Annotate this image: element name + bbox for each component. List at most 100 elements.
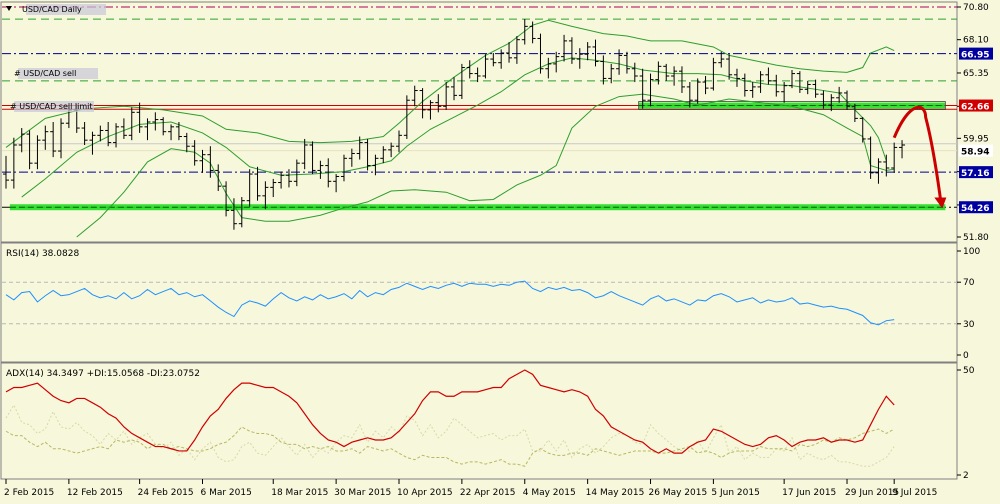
price-axis-label: 51.80 xyxy=(963,233,989,243)
ohlc-bar xyxy=(34,135,41,170)
price-axis-label: 68.10 xyxy=(963,36,989,46)
price-label-box xyxy=(959,99,993,112)
ohlc-bar xyxy=(152,112,159,131)
ohlc-bar xyxy=(230,198,237,230)
ohlc-bar xyxy=(702,76,709,95)
ohlc-bar xyxy=(474,67,481,83)
ohlc-bar xyxy=(513,36,520,64)
ohlc-bar xyxy=(749,82,756,98)
ohlc-bar xyxy=(584,42,591,61)
order-label: # USD/CAD sell limit xyxy=(10,102,92,111)
ohlc-bar xyxy=(372,154,379,176)
ohlc-bar xyxy=(844,90,851,110)
price-axis-label: 65.35 xyxy=(963,69,989,79)
ohlc-bar xyxy=(851,103,858,122)
ohlc-bar xyxy=(616,49,623,75)
ohlc-bar xyxy=(859,117,866,143)
plus-di-line xyxy=(5,403,895,467)
ohlc-bar xyxy=(466,60,473,79)
support-zone xyxy=(9,204,946,211)
date-axis-label: 10 Apr 2015 xyxy=(397,488,453,498)
ohlc-bar xyxy=(58,118,65,159)
ohlc-bar xyxy=(120,118,127,139)
ohlc-bar xyxy=(498,49,505,69)
order-label: # USD/CAD sell xyxy=(14,69,76,78)
ohlc-bar xyxy=(168,124,175,141)
ohlc-bar xyxy=(741,73,748,97)
ohlc-bar xyxy=(113,123,120,148)
ohlc-bar xyxy=(270,178,277,198)
ohlc-bar xyxy=(490,53,497,67)
ohlc-bar xyxy=(655,61,662,85)
price-label: 66.95 xyxy=(961,51,989,61)
ohlc-bar xyxy=(623,51,630,74)
ohlc-bar xyxy=(875,158,882,184)
ohlc-bar xyxy=(458,63,465,99)
price-label-box xyxy=(959,47,993,60)
ohlc-bar xyxy=(820,90,827,109)
ohlc-bar xyxy=(136,102,143,133)
ohlc-bar xyxy=(891,142,898,173)
ohlc-bar xyxy=(812,79,819,98)
ohlc-bar xyxy=(521,19,528,45)
date-axis-label: 22 Apr 2015 xyxy=(460,488,516,498)
ohlc-bar xyxy=(568,37,575,64)
rsi-title: RSI(14) 38.0828 xyxy=(6,249,79,259)
ohlc-bar xyxy=(42,125,49,150)
date-axis-label: 24 Feb 2015 xyxy=(138,488,194,498)
price-label-box xyxy=(959,144,993,157)
ohlc-bar xyxy=(207,146,214,178)
rsi-axis-label: 0 xyxy=(963,351,969,361)
price-panel-frame xyxy=(0,1,958,243)
ohlc-bar xyxy=(340,154,347,182)
price-label-box xyxy=(959,166,993,179)
ohlc-bar xyxy=(757,71,764,93)
ohlc-bar xyxy=(608,63,615,84)
order-marker-icon xyxy=(6,6,12,11)
ohlc-bar xyxy=(553,51,560,73)
ohlc-bar xyxy=(899,140,906,159)
ohlc-bar xyxy=(388,142,395,158)
adx-panel: ADX(14) 34.3497 +DI:15.0568 -DI:23.0752 5… xyxy=(5,366,975,481)
ohlc-bar xyxy=(537,33,544,74)
date-axis-label: 5 Jun 2015 xyxy=(711,488,759,498)
ohlc-bar xyxy=(191,140,198,166)
ohlc-bar xyxy=(278,171,285,189)
ohlc-bar xyxy=(867,136,874,179)
rsi-axis-label: 70 xyxy=(963,278,975,288)
order-label-mask xyxy=(26,4,106,15)
ohlc-bar xyxy=(160,117,167,136)
ohlc-bar xyxy=(663,63,670,81)
ohlc-bar xyxy=(199,149,206,173)
ohlc-bar xyxy=(223,181,230,217)
date-axis-label: 14 May 2015 xyxy=(586,488,645,498)
ohlc-bar xyxy=(128,107,135,141)
ohlc-bar xyxy=(561,34,568,62)
forecast-arrow xyxy=(892,105,943,206)
ohlc-bar xyxy=(678,66,685,93)
ohlc-bar xyxy=(89,131,96,155)
ohlc-bar xyxy=(325,158,332,188)
adx-axis-label: 2 xyxy=(963,471,969,481)
ohlc-bar xyxy=(804,80,811,95)
date-axis-label: 30 Mar 2015 xyxy=(334,488,391,498)
ohlc-bar xyxy=(765,67,772,85)
rsi-panel-frame xyxy=(0,242,958,363)
ohlc-bar xyxy=(411,85,418,107)
ohlc-bar xyxy=(671,66,678,86)
ohlc-bar xyxy=(309,141,316,175)
ohlc-bar xyxy=(317,160,324,179)
ohlc-bar xyxy=(828,94,835,112)
price-axis-label: 70.80 xyxy=(963,3,989,13)
ohlc-bar xyxy=(254,166,261,201)
ohlc-bar xyxy=(356,136,363,160)
resistance-box xyxy=(638,101,946,110)
date-axis-label: 6 Mar 2015 xyxy=(201,488,252,498)
order-label-mask xyxy=(18,68,98,79)
ohlc-bar xyxy=(506,42,513,63)
adx-title: ADX(14) 34.3497 +DI:15.0568 -DI:23.0752 xyxy=(6,369,200,379)
ohlc-bar xyxy=(781,82,788,103)
rsi-line xyxy=(5,280,895,326)
